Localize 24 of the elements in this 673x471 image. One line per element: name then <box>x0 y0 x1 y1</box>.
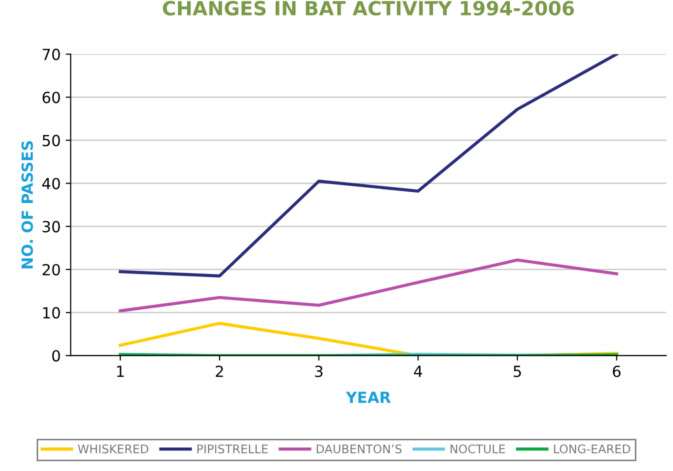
chart-title: CHANGES IN BAT ACTIVITY 1994-2006 <box>162 0 574 16</box>
y-tick-label: 30 <box>42 220 60 232</box>
y-tick-label: 20 <box>42 264 60 276</box>
y-tick-label: 10 <box>43 307 60 319</box>
line-series <box>118 258 618 312</box>
y-axis-title: NO. OF PASSES <box>21 141 33 268</box>
line-series <box>118 54 618 278</box>
x-tick-label: 1 <box>117 366 124 377</box>
legend-label: DAUBENTON’S <box>316 444 402 454</box>
x-tick-label: 4 <box>414 366 422 377</box>
y-tick-label: 40 <box>42 178 60 190</box>
legend-label: LONG-EARED <box>554 444 630 454</box>
x-tick-label: 2 <box>216 366 223 377</box>
y-tick-label: 0 <box>52 350 60 362</box>
legend-label: NOCTULE <box>450 444 505 454</box>
y-tick-label: 70 <box>42 48 60 60</box>
y-tick-label: 60 <box>42 92 60 104</box>
x-tick-label: 5 <box>514 366 521 378</box>
legend-label: PIPISTRELLE <box>197 444 268 454</box>
x-tick-label: 6 <box>612 366 621 378</box>
legend-label: WHISKERED <box>78 444 148 454</box>
y-tick-label: 50 <box>42 134 60 146</box>
x-tick-label: 3 <box>315 366 322 378</box>
x-axis-title: YEAR <box>346 392 391 403</box>
